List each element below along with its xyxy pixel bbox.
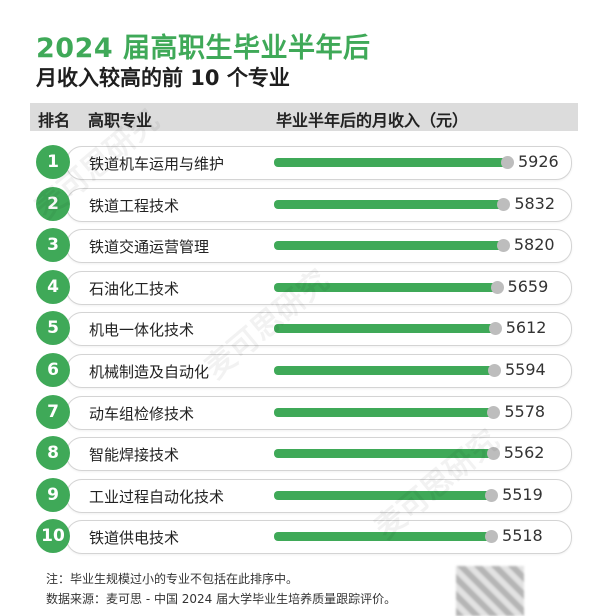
category-label: 铁道机车运用与维护 (89, 155, 225, 173)
category-label: 铁道交通运营管理 (89, 238, 210, 257)
category-label: 动车组检修技术 (89, 404, 195, 423)
table-row: 9 工业过程自动化技术 5519 (0, 477, 600, 515)
bar (274, 532, 491, 542)
table-row: 4 石油化工技术 5659 (0, 269, 600, 307)
category-label: 机电一体化技术 (89, 321, 195, 340)
table-row: 7 动车组检修技术 5578 (0, 394, 600, 432)
footnote-note: 注：毕业生规模过小的专业不包括在此排序中。 (46, 572, 299, 586)
header-income: 毕业半年后的月收入（元） (276, 111, 469, 130)
data-label: 5519 (502, 484, 543, 504)
bar-end-dot (488, 364, 501, 377)
bar (274, 366, 493, 375)
bar-end-dot (496, 239, 510, 253)
rank-badge: 1 (36, 145, 70, 179)
bar-end-dot (485, 530, 499, 544)
rank-badge: 10 (36, 519, 70, 554)
data-label: 5518 (502, 526, 543, 546)
data-label: 5926 (518, 152, 559, 171)
rank-badge: 7 (36, 394, 70, 429)
rank-badge: 6 (36, 353, 70, 387)
bar (274, 407, 493, 417)
bar (274, 282, 496, 292)
table-row: 2 铁道工程技术 5832 (0, 186, 600, 224)
rank-badge: 8 (36, 436, 70, 471)
category-label: 智能焊接技术 (89, 446, 180, 465)
bar-end-dot (497, 197, 511, 211)
rank-badge: 5 (36, 311, 70, 346)
rank-badge: 4 (36, 269, 70, 304)
table-row: 3 铁道交通运营管理 5820 (0, 228, 600, 265)
bar (274, 241, 502, 251)
bar-end-dot (487, 405, 501, 419)
bar-end-dot (501, 156, 514, 169)
header-major: 高职专业 (88, 111, 153, 130)
bar-end-dot (486, 447, 500, 461)
data-label: 5562 (503, 443, 545, 463)
category-label: 工业过程自动化技术 (89, 487, 225, 506)
table-row: 6 机械制造及自动化 5594 (0, 353, 600, 390)
table-row: 8 智能焊接技术 5562 (0, 436, 600, 473)
bar (274, 158, 506, 167)
rank-badge: 9 (36, 477, 70, 512)
category-label: 机械制造及自动化 (89, 363, 210, 381)
category-label: 铁道工程技术 (89, 196, 180, 215)
data-label: 5832 (514, 193, 556, 213)
rank-badge: 3 (36, 228, 70, 263)
table-header-band (30, 103, 578, 131)
bar (274, 199, 503, 209)
table-row: 1 铁道机车运用与维护 5926 (0, 145, 600, 182)
category-label: 石油化工技术 (89, 279, 180, 298)
table-row: 5 机电一体化技术 5612 (0, 311, 600, 348)
data-label: 5820 (513, 235, 555, 255)
data-label: 5594 (505, 360, 546, 379)
bar-end-dot (485, 488, 499, 502)
data-label: 5578 (504, 401, 546, 421)
table-row: 10 铁道供电技术 5518 (0, 519, 600, 556)
bar-end-dot (488, 322, 502, 336)
chart-subtitle: 月收入较高的前 10 个专业 (36, 66, 290, 90)
bar (274, 449, 492, 459)
bar (274, 490, 491, 500)
chart-title: 2024 届高职生毕业半年后 (36, 33, 371, 64)
data-label: 5612 (505, 318, 547, 338)
category-label: 铁道供电技术 (89, 529, 180, 548)
rank-badge: 2 (36, 186, 70, 221)
footnote-source: 数据来源：麦可思 - 中国 2024 届大学毕业生培养质量跟踪评价。 (46, 592, 397, 606)
data-label: 5659 (507, 276, 549, 296)
header-rank: 排名 (38, 111, 71, 130)
bar-end-dot (490, 280, 504, 294)
bar (274, 324, 494, 334)
blurred-qr-code (456, 566, 524, 616)
